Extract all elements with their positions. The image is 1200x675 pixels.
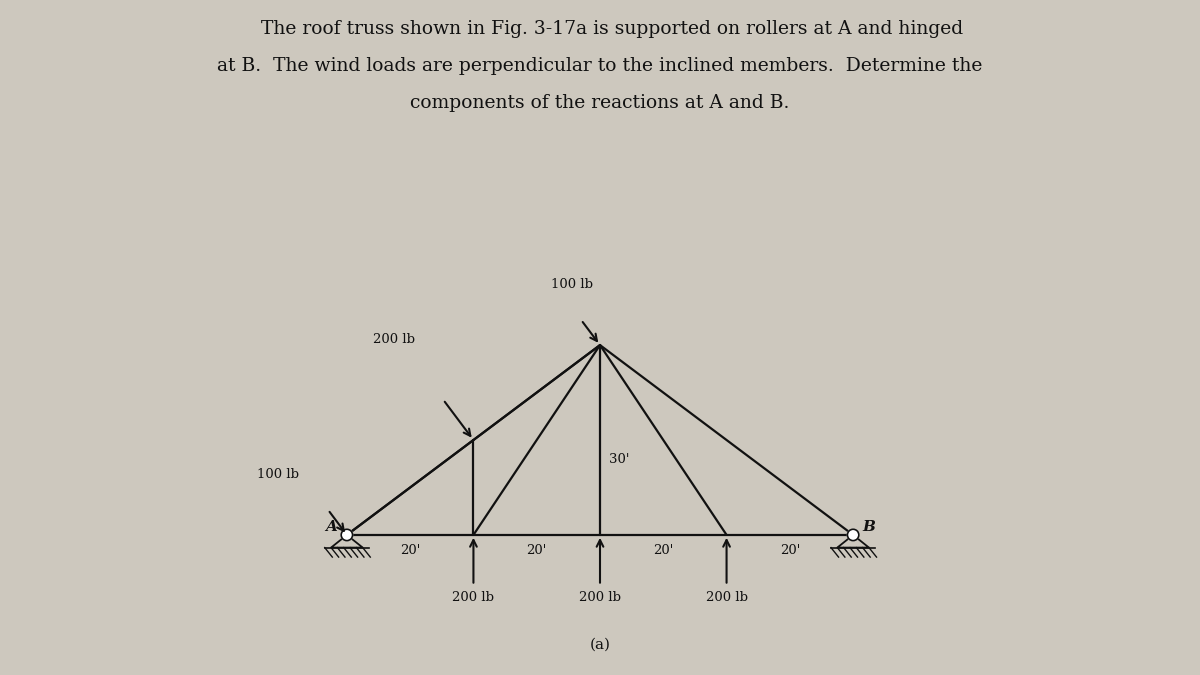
- Text: 200 lb: 200 lb: [372, 333, 414, 346]
- Text: (a): (a): [589, 638, 611, 652]
- Text: 200 lb: 200 lb: [580, 591, 622, 603]
- Text: The roof truss shown in Fig. 3-17a is supported on rollers at A and hinged: The roof truss shown in Fig. 3-17a is su…: [236, 20, 964, 38]
- Text: 30': 30': [608, 453, 629, 466]
- Circle shape: [847, 529, 859, 541]
- Text: B: B: [863, 520, 875, 534]
- Circle shape: [341, 529, 353, 541]
- Text: 20': 20': [400, 545, 420, 558]
- Text: 20': 20': [653, 545, 673, 558]
- Text: 200 lb: 200 lb: [452, 591, 494, 603]
- Text: at B.  The wind loads are perpendicular to the inclined members.  Determine the: at B. The wind loads are perpendicular t…: [217, 57, 983, 76]
- Text: 100 lb: 100 lb: [551, 279, 593, 292]
- Text: 100 lb: 100 lb: [258, 468, 300, 481]
- Text: 200 lb: 200 lb: [706, 591, 748, 603]
- Text: 20': 20': [527, 545, 547, 558]
- Text: A: A: [325, 520, 337, 534]
- Text: components of the reactions at A and B.: components of the reactions at A and B.: [410, 95, 790, 113]
- Text: 20': 20': [780, 545, 800, 558]
